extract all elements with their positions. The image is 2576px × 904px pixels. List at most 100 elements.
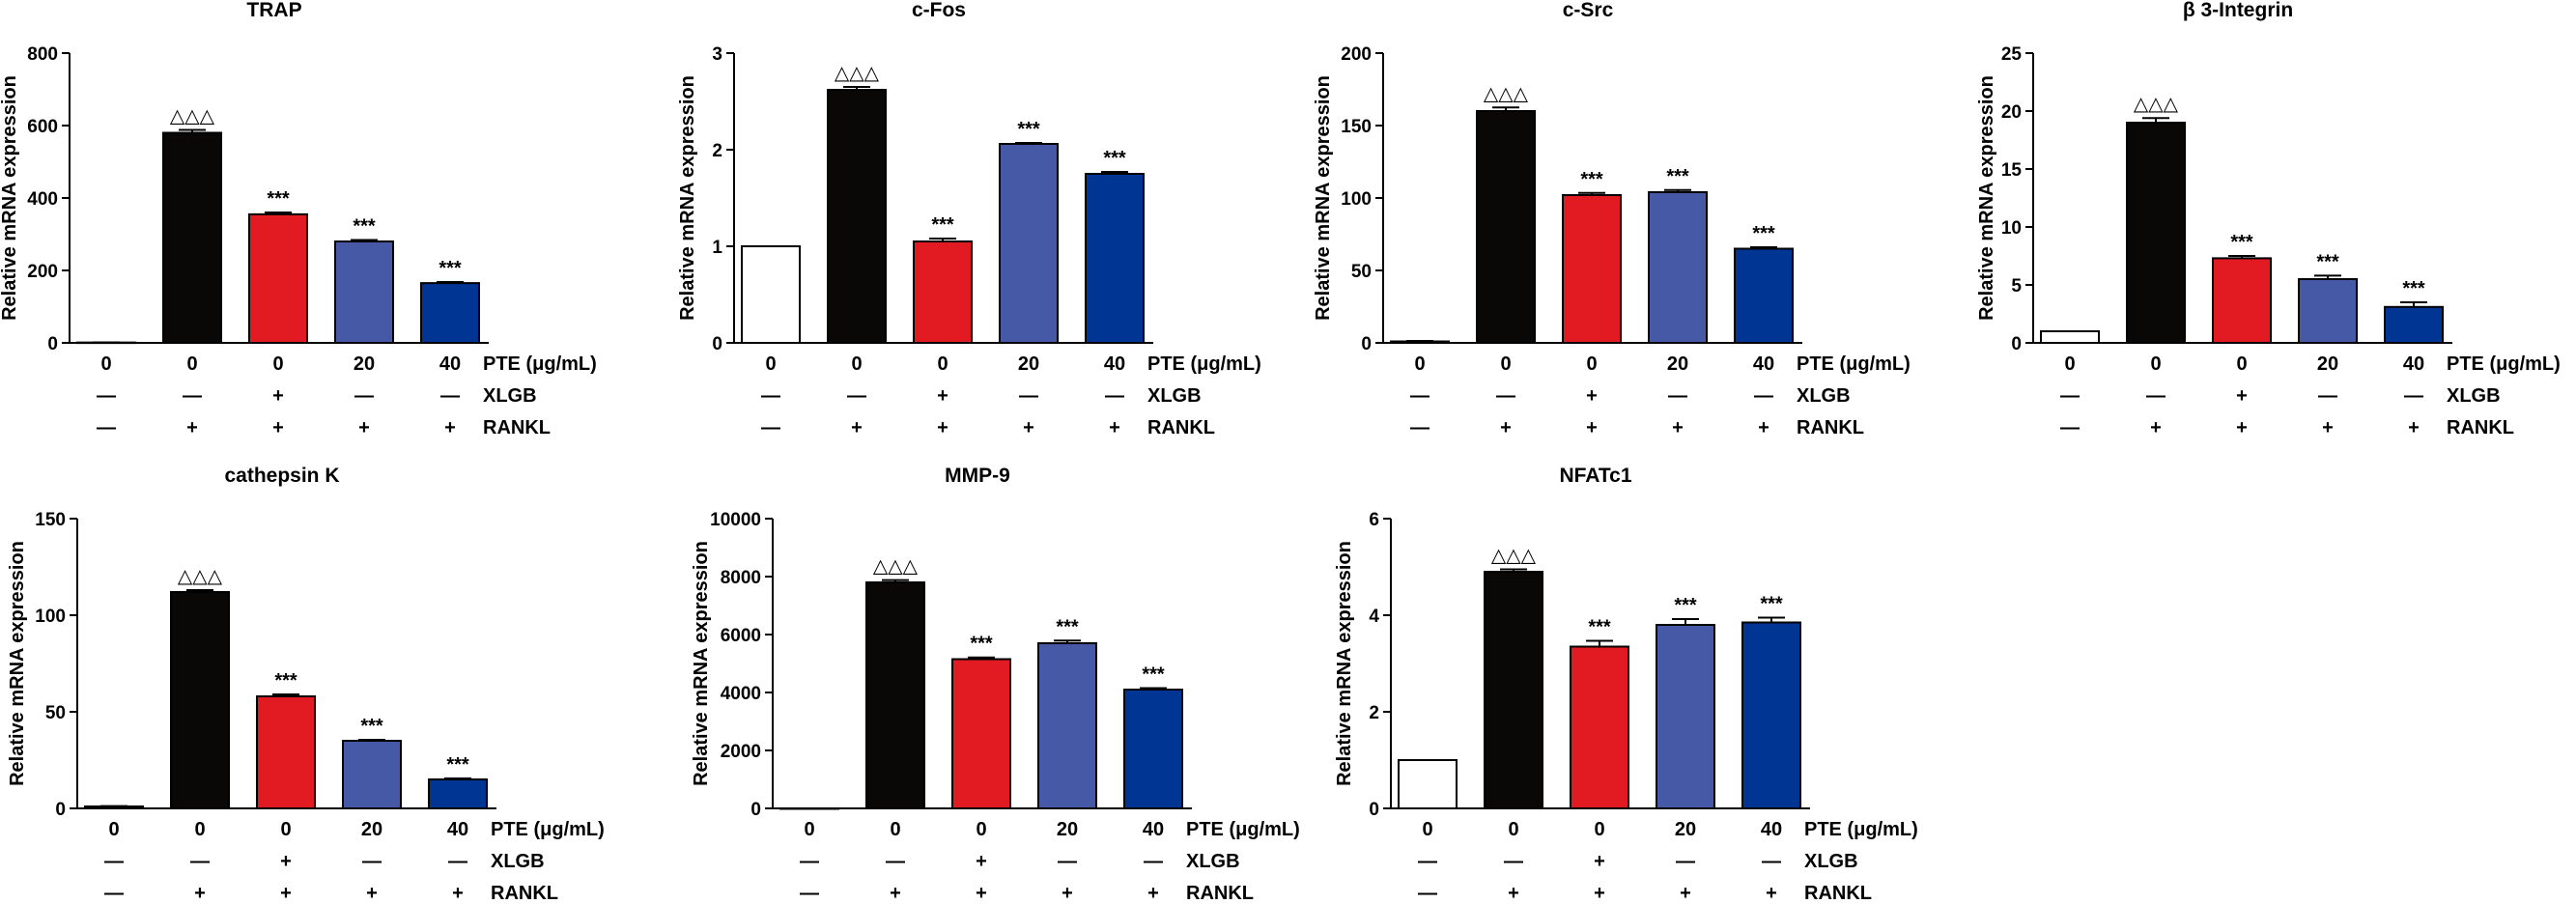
- y-tick-label: 2000: [721, 742, 761, 762]
- y-axis-label: Relative mRNA expression: [691, 541, 712, 786]
- bar: [342, 740, 402, 809]
- bar: [1648, 191, 1708, 344]
- y-axis-label: Relative mRNA expression: [677, 75, 698, 321]
- y-tick-label: 0: [750, 800, 761, 820]
- condition-cell: —: [1418, 851, 1437, 872]
- bar: [248, 212, 308, 344]
- y-tick-label: 6000: [721, 626, 761, 646]
- condition-cell: +: [1594, 851, 1605, 872]
- condition-cell: 0: [937, 353, 948, 375]
- condition-cell: —: [1144, 851, 1163, 872]
- significance-asterisks: ***: [970, 634, 993, 655]
- condition-cell: —: [1762, 851, 1781, 872]
- condition-cell: +: [358, 417, 370, 438]
- condition-cell: 0: [1500, 353, 1511, 375]
- bar: [420, 282, 480, 344]
- y-tick-label: 0: [55, 800, 66, 820]
- condition-row-label: RANKL: [491, 883, 558, 904]
- bar: [999, 143, 1059, 344]
- y-axis-label: Relative mRNA expression: [1313, 75, 1334, 321]
- condition-cell: —: [440, 385, 460, 407]
- condition-cell: 0: [100, 353, 111, 375]
- condition-cell: 20: [354, 353, 375, 375]
- y-tick-label: 5: [2011, 276, 2022, 297]
- condition-cell: 0: [280, 819, 291, 840]
- condition-cell: +: [452, 883, 464, 904]
- y-tick-label: 0: [1361, 334, 1372, 354]
- condition-cell: —: [190, 851, 210, 872]
- y-tick-label: 0: [2011, 334, 2022, 354]
- significance-asterisks: ***: [1760, 594, 1783, 615]
- condition-row-label: RANKL: [2447, 417, 2514, 438]
- bar: [1734, 247, 1794, 344]
- significance-asterisks: ***: [1666, 166, 1689, 187]
- condition-cell: 0: [108, 819, 119, 840]
- condition-cell: —: [1019, 385, 1038, 407]
- y-tick-label: 600: [27, 117, 58, 137]
- y-tick-label: 4000: [721, 684, 761, 704]
- y-axis-label: Relative mRNA expression: [7, 541, 28, 786]
- condition-cell: 0: [272, 353, 283, 375]
- condition-cell: —: [761, 385, 780, 407]
- condition-cell: —: [97, 417, 116, 438]
- y-axis-label: Relative mRNA expression: [1334, 541, 1355, 786]
- condition-cell: +: [1680, 883, 1691, 904]
- y-tick-label: 100: [35, 607, 66, 627]
- condition-cell: +: [937, 385, 948, 407]
- condition-cell: 20: [1057, 819, 1078, 840]
- condition-cell: +: [272, 417, 284, 438]
- significance-asterisks: ***: [446, 754, 469, 776]
- condition-cell: +: [1586, 417, 1598, 438]
- condition-cell: +: [2236, 417, 2248, 438]
- bar: [1741, 621, 1801, 809]
- y-tick-label: 2: [1369, 703, 1379, 723]
- condition-cell: 20: [2317, 353, 2338, 375]
- significance-asterisks: ***: [931, 214, 954, 236]
- condition-cell: —: [183, 385, 202, 407]
- y-tick-label: 150: [1341, 117, 1372, 137]
- condition-cell: +: [1586, 385, 1598, 407]
- y-tick-label: 10000: [710, 510, 761, 530]
- condition-row-label: XLGB: [483, 385, 537, 407]
- y-tick-label: 100: [1341, 189, 1372, 210]
- condition-cell: —: [800, 851, 819, 872]
- y-tick-label: 4: [1369, 607, 1379, 627]
- significance-asterisks: ***: [274, 670, 297, 692]
- significance-asterisks: ***: [439, 258, 462, 279]
- condition-cell: —: [448, 851, 467, 872]
- bar: [2212, 257, 2272, 344]
- condition-cell: +: [937, 417, 948, 438]
- significance-asterisks: ***: [267, 188, 290, 210]
- significance-asterisks: ***: [353, 216, 376, 238]
- significance-asterisks: ***: [1752, 223, 1775, 244]
- condition-cell: 0: [890, 819, 900, 840]
- condition-cell: 0: [194, 819, 205, 840]
- significance-asterisks: ***: [1056, 616, 1079, 637]
- condition-cell: +: [2150, 417, 2162, 438]
- y-tick-label: 10: [2001, 218, 2022, 239]
- condition-cell: +: [1594, 883, 1605, 904]
- condition-cell: 0: [765, 353, 776, 375]
- bar: [741, 245, 801, 344]
- condition-cell: +: [2408, 417, 2420, 438]
- condition-cell: +: [1672, 417, 1684, 438]
- y-tick-label: 6: [1369, 510, 1379, 530]
- condition-cell: —: [354, 385, 374, 407]
- significance-asterisks: ***: [1674, 595, 1697, 616]
- condition-cell: —: [761, 417, 780, 438]
- condition-cell: —: [800, 883, 819, 904]
- bar: [1123, 689, 1183, 809]
- condition-row-label: PTE (μg/mL): [1147, 353, 1261, 375]
- condition-cell: —: [104, 851, 124, 872]
- condition-cell: —: [2318, 385, 2337, 407]
- bar: [170, 591, 230, 809]
- condition-cell: 0: [1594, 819, 1604, 840]
- chart-panel: cathepsin K 0 50 100 150 Relative mRNA expres…: [7, 465, 605, 904]
- bar: [1484, 571, 1543, 809]
- condition-cell: —: [97, 385, 116, 407]
- condition-cell: +: [1147, 883, 1159, 904]
- bar: [162, 131, 222, 344]
- bar: [913, 240, 973, 344]
- condition-cell: +: [851, 417, 863, 438]
